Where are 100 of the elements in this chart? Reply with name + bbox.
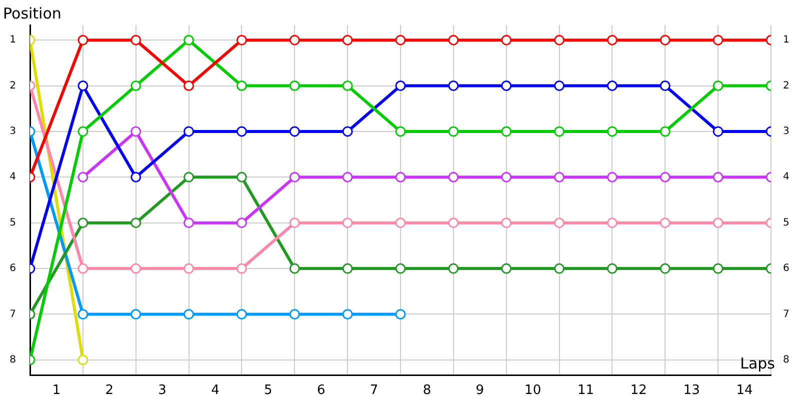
point (78, 263, 88, 274)
x-tick-label: 1 (52, 383, 61, 398)
point (501, 172, 512, 182)
point (395, 308, 406, 320)
point (78, 34, 88, 46)
point (78, 172, 88, 182)
point (395, 263, 406, 274)
point (289, 308, 300, 320)
point (130, 126, 142, 137)
point (448, 218, 459, 228)
point (448, 126, 459, 137)
point (130, 308, 142, 320)
point (342, 34, 353, 46)
x-tick-label: 2 (105, 383, 114, 398)
point (501, 80, 512, 92)
y-tick-label: 7 (10, 308, 16, 320)
x-axis-title: Laps (740, 354, 776, 372)
point (660, 80, 670, 92)
y2-tick-label: 5 (783, 217, 790, 228)
y-tick-label: 5 (10, 217, 16, 228)
point (78, 126, 88, 137)
y2-tick-label: 7 (783, 308, 790, 320)
point (395, 34, 406, 46)
point (236, 34, 247, 46)
point (184, 218, 194, 228)
y2-tick-label: 8 (783, 354, 790, 366)
y2-tick-label: 1 (783, 34, 790, 46)
point (289, 263, 300, 274)
point (395, 80, 406, 92)
point (501, 218, 512, 228)
point (236, 263, 247, 274)
point (660, 126, 670, 137)
y2-tick-label: 2 (783, 80, 790, 92)
point (712, 172, 724, 182)
x-tick-label: 12 (630, 383, 647, 398)
point (395, 126, 406, 137)
point (184, 34, 194, 46)
point (554, 80, 565, 92)
point (554, 263, 565, 274)
point (712, 218, 724, 228)
point (184, 126, 194, 137)
point (712, 34, 724, 46)
point (289, 80, 300, 92)
point (342, 308, 353, 320)
point (289, 34, 300, 46)
point (448, 80, 459, 92)
point (606, 126, 618, 137)
point (289, 126, 300, 137)
point (448, 263, 459, 274)
point (130, 80, 142, 92)
point (606, 263, 618, 274)
point (236, 80, 247, 92)
point (606, 172, 618, 182)
point (236, 126, 247, 137)
point (448, 34, 459, 46)
y-tick-label: 6 (10, 263, 16, 274)
point (130, 263, 142, 274)
point (660, 172, 670, 182)
y2-tick-label: 4 (783, 172, 790, 183)
point (660, 263, 670, 274)
point (606, 80, 618, 92)
y-tick-label: 8 (10, 354, 16, 366)
point (342, 218, 353, 228)
point (342, 126, 353, 137)
x-tick-label: 13 (683, 383, 700, 398)
point (501, 34, 512, 46)
point (184, 263, 194, 274)
point (660, 218, 670, 228)
x-tick-label: 4 (211, 383, 220, 398)
point (712, 126, 724, 137)
point (236, 308, 247, 320)
point (342, 80, 353, 92)
point (130, 34, 142, 46)
x-tick-label: 8 (422, 383, 432, 398)
point (395, 218, 406, 228)
point (448, 172, 459, 182)
point (606, 218, 618, 228)
point (554, 172, 565, 182)
point (606, 34, 618, 46)
point (554, 218, 565, 228)
y-axis-title: Position (3, 4, 62, 22)
y-tick-label: 2 (10, 80, 16, 92)
point (554, 126, 565, 137)
x-tick-label: 9 (476, 383, 484, 398)
point (395, 172, 406, 182)
y-tick-label: 4 (10, 172, 16, 183)
point (78, 80, 88, 92)
point (660, 34, 670, 46)
point (184, 308, 194, 320)
point (289, 172, 300, 182)
point (712, 80, 724, 92)
y2-tick-label: 3 (783, 126, 790, 138)
point (184, 172, 194, 182)
y2-tick-label: 6 (783, 263, 790, 274)
x-tick-label: 10 (524, 383, 542, 398)
y-tick-label: 1 (10, 34, 16, 46)
x-tick-label: 14 (736, 383, 753, 398)
x-tick-label: 7 (370, 383, 378, 398)
point (342, 172, 353, 182)
x-tick-label: 11 (577, 383, 594, 398)
